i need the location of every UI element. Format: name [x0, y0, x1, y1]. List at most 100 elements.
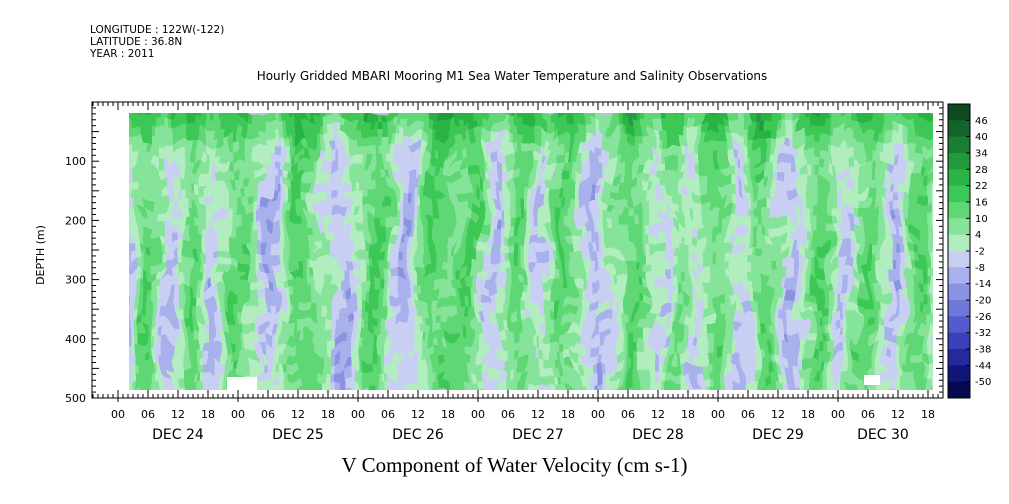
heatmap-cell — [399, 297, 405, 307]
heatmap-cell — [709, 387, 715, 390]
heatmap-cell — [899, 135, 905, 145]
heatmap-cell — [299, 225, 305, 235]
heatmap-cell — [764, 297, 770, 307]
heatmap-cell — [189, 360, 195, 370]
heatmap-cell — [754, 243, 760, 253]
heatmap-cell — [899, 378, 905, 388]
heatmap-cell — [669, 234, 675, 244]
heatmap-cell — [299, 198, 305, 208]
heatmap-cell — [219, 225, 225, 235]
heatmap-cell — [754, 162, 760, 172]
heatmap-cell — [869, 360, 875, 370]
heatmap-cell — [534, 126, 540, 136]
heatmap-cell — [549, 333, 555, 343]
heatmap-cell — [259, 270, 265, 280]
heatmap-cell — [179, 225, 185, 235]
heatmap-cell — [764, 113, 770, 118]
heatmap-cell — [349, 333, 355, 343]
heatmap-cell — [159, 180, 165, 190]
heatmap-cell — [834, 288, 840, 298]
heatmap-cell — [614, 126, 620, 136]
heatmap-cell — [179, 243, 185, 253]
heatmap-cell — [679, 171, 685, 181]
heatmap-cell — [784, 171, 790, 181]
heatmap-cell — [669, 153, 675, 163]
heatmap-cell — [349, 144, 355, 154]
heatmap-cell — [669, 288, 675, 298]
heatmap-cell — [284, 207, 290, 217]
heatmap-cell — [199, 270, 205, 280]
heatmap-cell — [264, 162, 270, 172]
heatmap-cell — [889, 288, 895, 298]
heatmap-cell — [599, 351, 605, 361]
heatmap-cell — [599, 333, 605, 343]
heatmap-cell — [704, 207, 710, 217]
heatmap-cell — [309, 171, 315, 181]
heatmap-cell — [754, 189, 760, 199]
heatmap-cell — [559, 225, 565, 235]
heatmap-cell — [314, 198, 320, 208]
heatmap-cell — [289, 297, 295, 307]
heatmap-cell — [574, 135, 580, 145]
heatmap-cell — [439, 297, 445, 307]
heatmap-cell — [759, 378, 765, 388]
heatmap-cell — [524, 216, 530, 226]
heatmap-cell — [234, 171, 240, 181]
heatmap-cell — [524, 315, 530, 325]
heatmap-cell — [649, 198, 655, 208]
heatmap-cell — [264, 315, 270, 325]
heatmap-cell — [739, 144, 745, 154]
heatmap-cell — [444, 306, 450, 316]
heatmap-cell — [739, 135, 745, 145]
heatmap-cell — [759, 342, 765, 352]
heatmap-cell — [719, 378, 725, 388]
heatmap-cell — [519, 144, 525, 154]
heatmap-cell — [854, 126, 860, 136]
heatmap-cell — [309, 261, 315, 271]
heatmap-cell — [724, 171, 730, 181]
heatmap-cell — [144, 126, 150, 136]
heatmap-cell — [639, 297, 645, 307]
heatmap-cell — [889, 306, 895, 316]
heatmap-cell — [684, 306, 690, 316]
heatmap-cell — [659, 315, 665, 325]
heatmap-cell — [384, 234, 390, 244]
heatmap-cell — [764, 234, 770, 244]
heatmap-cell — [199, 243, 205, 253]
heatmap-cell — [869, 252, 875, 262]
heatmap-cell — [809, 342, 815, 352]
heatmap-cell — [574, 162, 580, 172]
heatmap-cell — [894, 126, 900, 136]
heatmap-cell — [284, 387, 290, 390]
heatmap-cell — [744, 360, 750, 370]
heatmap-cell — [284, 351, 290, 361]
heatmap-cell — [814, 162, 820, 172]
heatmap-cell — [379, 315, 385, 325]
heatmap-cell — [744, 252, 750, 262]
heatmap-cell — [389, 198, 395, 208]
heatmap-cell — [314, 297, 320, 307]
heatmap-cell — [414, 153, 420, 163]
heatmap-cell — [784, 378, 790, 388]
heatmap-cell — [564, 153, 570, 163]
heatmap-cell — [879, 225, 885, 235]
heatmap-cell — [444, 243, 450, 253]
heatmap-cell — [209, 135, 215, 145]
heatmap-cell — [784, 198, 790, 208]
heatmap-cell — [139, 171, 145, 181]
heatmap-cell — [549, 144, 555, 154]
heatmap-cell — [579, 225, 585, 235]
heatmap-cell — [129, 315, 135, 325]
heatmap-cell — [419, 153, 425, 163]
heatmap-cell — [214, 315, 220, 325]
heatmap-cell — [144, 135, 150, 145]
heatmap-cell — [754, 126, 760, 136]
heatmap-cell — [479, 315, 485, 325]
heatmap-cell — [429, 144, 435, 154]
heatmap-cell — [229, 216, 235, 226]
heatmap-cell — [169, 297, 175, 307]
heatmap-cell — [534, 216, 540, 226]
heatmap-cell — [424, 144, 430, 154]
heatmap-cell — [594, 288, 600, 298]
heatmap-cell — [164, 297, 170, 307]
